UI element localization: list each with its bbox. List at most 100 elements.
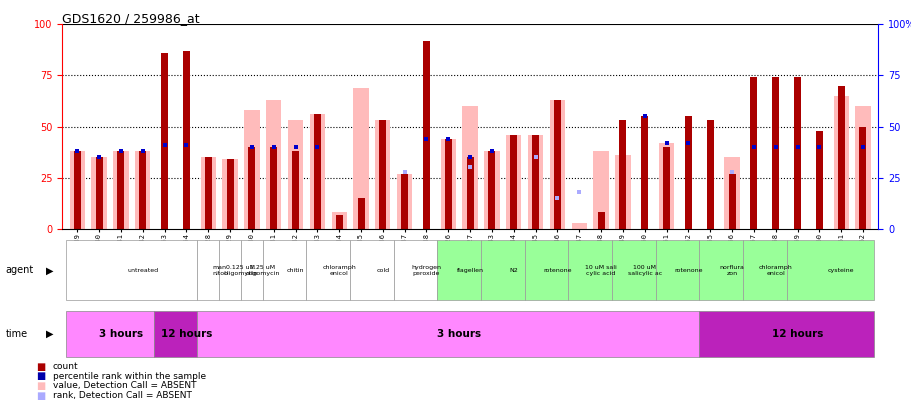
Text: ▶: ▶ <box>46 265 53 275</box>
Bar <box>815 131 822 229</box>
Bar <box>723 157 739 229</box>
Bar <box>266 100 281 229</box>
Bar <box>353 88 368 229</box>
Text: N2: N2 <box>509 268 517 273</box>
Bar <box>684 116 691 229</box>
Text: untreated: untreated <box>127 268 159 273</box>
Text: man
nitol: man nitol <box>212 265 226 276</box>
Bar <box>484 151 499 229</box>
Bar <box>357 198 364 229</box>
Text: rotenone: rotenone <box>673 268 701 273</box>
Bar <box>785 240 873 301</box>
Bar <box>74 151 81 229</box>
Bar <box>288 120 302 229</box>
Text: flagellen: flagellen <box>456 268 483 273</box>
Text: cysteine: cysteine <box>827 268 854 273</box>
Bar <box>466 157 473 229</box>
Bar <box>524 240 568 301</box>
Bar <box>480 240 524 301</box>
Bar <box>222 159 238 229</box>
Text: 12 hours: 12 hours <box>160 329 212 339</box>
Text: hydrogen
peroxide: hydrogen peroxide <box>411 265 441 276</box>
Bar <box>135 151 150 229</box>
Text: ▶: ▶ <box>46 329 53 339</box>
Bar <box>833 96 848 229</box>
Bar <box>462 106 477 229</box>
Text: ■: ■ <box>36 362 46 371</box>
Bar <box>742 240 785 301</box>
Text: value, Detection Call = ABSENT: value, Detection Call = ABSENT <box>53 382 196 390</box>
Text: GDS1620 / 259986_at: GDS1620 / 259986_at <box>62 12 200 25</box>
Bar <box>67 240 197 301</box>
Bar <box>437 240 480 301</box>
Text: ■: ■ <box>36 381 46 391</box>
Bar <box>728 174 734 229</box>
Text: norflura
zon: norflura zon <box>719 265 743 276</box>
Text: percentile rank within the sample: percentile rank within the sample <box>53 372 206 381</box>
Bar <box>750 77 756 229</box>
Bar <box>161 53 168 229</box>
Bar <box>858 126 865 229</box>
Bar <box>335 215 343 229</box>
Bar <box>655 240 699 301</box>
Bar <box>113 151 128 229</box>
Bar <box>793 77 800 229</box>
Bar <box>310 114 324 229</box>
Bar <box>506 135 521 229</box>
Text: 3 hours: 3 hours <box>98 329 143 339</box>
Bar <box>597 213 604 229</box>
Text: time: time <box>5 329 27 339</box>
Bar <box>855 106 870 229</box>
Bar <box>553 100 560 229</box>
Bar <box>401 174 408 229</box>
Bar <box>69 151 85 229</box>
Bar <box>197 240 219 301</box>
Bar <box>67 311 154 358</box>
Bar <box>219 240 241 301</box>
Bar <box>396 174 412 229</box>
Bar <box>306 240 350 301</box>
Text: chloramph
enicol: chloramph enicol <box>758 265 792 276</box>
Bar <box>488 151 495 229</box>
Bar <box>139 151 146 229</box>
Text: count: count <box>53 362 78 371</box>
Bar <box>531 135 538 229</box>
Bar <box>200 157 216 229</box>
Text: 1.25 uM
oligomycin: 1.25 uM oligomycin <box>245 265 280 276</box>
Text: 12 hours: 12 hours <box>771 329 823 339</box>
Text: rank, Detection Call = ABSENT: rank, Detection Call = ABSENT <box>53 391 191 400</box>
Bar <box>510 135 517 229</box>
Bar <box>226 159 233 229</box>
Bar <box>423 40 429 229</box>
Text: 0.125 uM
oligomycin: 0.125 uM oligomycin <box>223 265 258 276</box>
Bar <box>154 311 197 358</box>
Bar <box>118 151 124 229</box>
Bar <box>699 240 742 301</box>
Bar <box>262 240 306 301</box>
Bar <box>527 135 543 229</box>
Bar <box>350 240 394 301</box>
Text: agent: agent <box>5 265 34 275</box>
Bar <box>270 147 277 229</box>
Bar <box>374 120 390 229</box>
Bar <box>445 139 451 229</box>
Text: ■: ■ <box>36 391 46 401</box>
Text: ■: ■ <box>36 371 46 381</box>
Text: chloramph
enicol: chloramph enicol <box>322 265 355 276</box>
Text: chitin: chitin <box>286 268 304 273</box>
Bar <box>313 114 321 229</box>
Bar <box>394 240 437 301</box>
Bar <box>332 213 346 229</box>
Bar <box>183 51 189 229</box>
Bar <box>658 143 673 229</box>
Bar <box>292 151 299 229</box>
Bar <box>440 139 456 229</box>
Text: cold: cold <box>376 268 389 273</box>
Bar <box>91 157 107 229</box>
Bar <box>611 240 655 301</box>
Bar <box>248 147 255 229</box>
Bar <box>244 110 260 229</box>
Bar <box>619 120 626 229</box>
Text: 3 hours: 3 hours <box>436 329 481 339</box>
Bar <box>593 151 608 229</box>
